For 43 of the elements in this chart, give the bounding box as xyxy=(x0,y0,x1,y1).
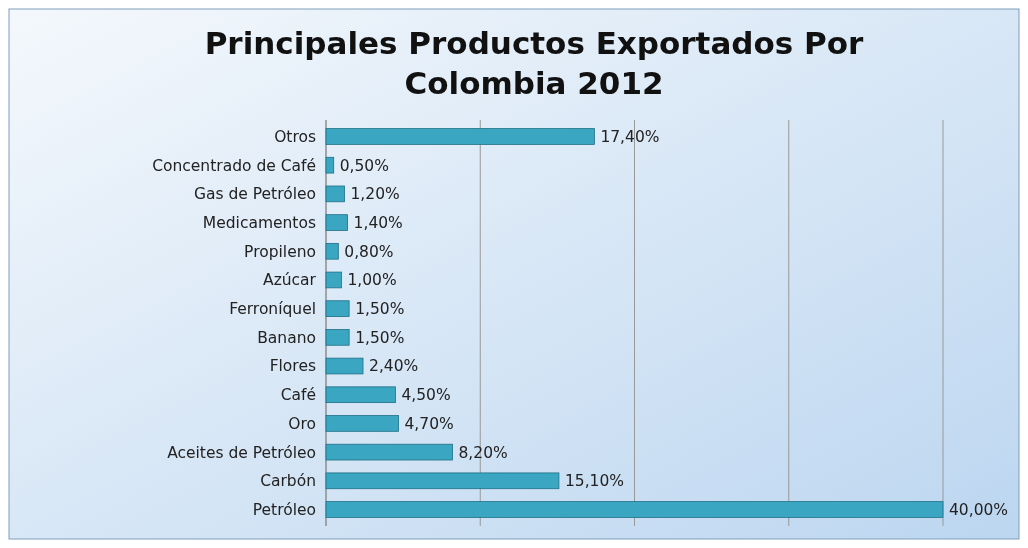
y-tick-label: Otros xyxy=(274,127,316,146)
y-tick-label: Banano xyxy=(257,328,316,347)
bar xyxy=(325,357,364,375)
data-label: 15,10% xyxy=(564,472,625,491)
data-label: 1,00% xyxy=(347,271,397,290)
data-label: 4,70% xyxy=(404,414,454,433)
bar xyxy=(325,271,342,289)
y-tick-label: Medicamentos xyxy=(202,214,316,232)
y-tick-label: Ferroníquel xyxy=(229,300,316,319)
y-tick-label: Aceites de Petróleo xyxy=(167,443,316,462)
bar xyxy=(325,472,560,490)
bar xyxy=(325,185,345,203)
y-tick-label: Azúcar xyxy=(263,271,317,290)
y-tick-label: Gas de Petróleo xyxy=(193,185,316,204)
data-label: 2,40% xyxy=(369,357,419,376)
bar xyxy=(325,214,348,231)
bar xyxy=(325,242,339,260)
chart-title: Principales Productos Exportados Por Colombia 2012 xyxy=(204,25,865,101)
bar xyxy=(325,415,399,432)
bar xyxy=(325,386,396,404)
y-tick-label: Oro xyxy=(288,414,316,433)
bar xyxy=(325,156,335,174)
data-label: 1,50% xyxy=(355,300,405,319)
bar xyxy=(325,443,453,461)
data-label: 0,80% xyxy=(344,242,394,261)
data-label: 1,40% xyxy=(353,214,403,232)
y-tick-label: Propileno xyxy=(244,242,316,261)
bar xyxy=(325,329,350,346)
bar xyxy=(325,501,944,518)
data-label: 8,20% xyxy=(458,443,508,462)
y-tick-label: Carbón xyxy=(260,472,316,491)
y-tick-label: Flores xyxy=(269,357,316,376)
y-tick-label: Petróleo xyxy=(252,500,316,519)
y-tick-label: Café xyxy=(280,386,316,405)
bar xyxy=(325,300,350,317)
data-label: 40,00% xyxy=(949,500,1009,519)
data-label: 1,20% xyxy=(350,185,400,204)
data-label: 4,50% xyxy=(401,386,451,405)
data-label: 17,40% xyxy=(600,127,660,146)
data-label: 1,50% xyxy=(355,328,405,347)
y-tick-label: Concentrado de Café xyxy=(152,156,316,175)
data-label: 0,50% xyxy=(339,156,389,175)
bar xyxy=(325,128,595,145)
